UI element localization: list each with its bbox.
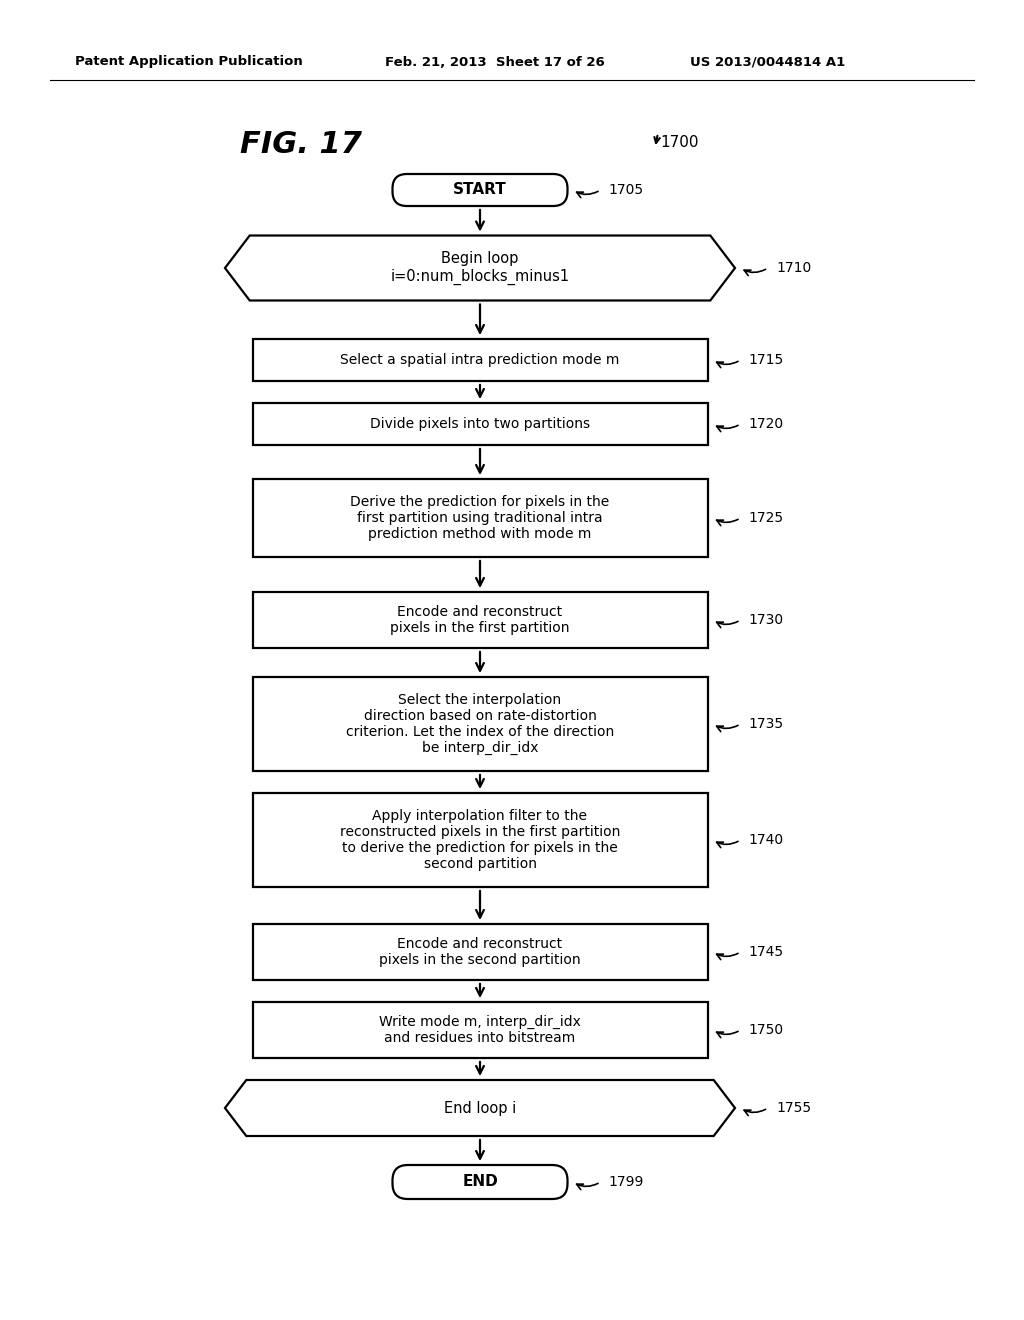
Text: 1730: 1730 <box>749 612 783 627</box>
Text: 1750: 1750 <box>749 1023 783 1038</box>
Text: US 2013/0044814 A1: US 2013/0044814 A1 <box>690 55 845 69</box>
Text: Select the interpolation
direction based on rate-distortion
criterion. Let the i: Select the interpolation direction based… <box>346 693 614 755</box>
Text: Apply interpolation filter to the
reconstructed pixels in the first partition
to: Apply interpolation filter to the recons… <box>340 809 621 871</box>
Text: 1735: 1735 <box>749 717 783 731</box>
Text: 1745: 1745 <box>749 945 783 960</box>
Text: End loop i: End loop i <box>443 1101 516 1115</box>
Text: Begin loop
i=0:num_blocks_minus1: Begin loop i=0:num_blocks_minus1 <box>390 251 569 285</box>
Text: 1710: 1710 <box>776 261 811 275</box>
Text: 1725: 1725 <box>749 511 783 525</box>
Bar <box>253 677 708 771</box>
Bar <box>253 479 708 557</box>
Text: 1705: 1705 <box>608 183 644 197</box>
Text: 1700: 1700 <box>660 135 698 150</box>
Bar <box>253 793 708 887</box>
Text: Write mode m, interp_dir_idx
and residues into bitstream: Write mode m, interp_dir_idx and residue… <box>379 1015 581 1045</box>
Text: Divide pixels into two partitions: Divide pixels into two partitions <box>370 417 590 432</box>
Text: FIG. 17: FIG. 17 <box>240 129 362 158</box>
Text: 1715: 1715 <box>749 352 783 367</box>
Bar <box>253 403 708 445</box>
Text: Feb. 21, 2013  Sheet 17 of 26: Feb. 21, 2013 Sheet 17 of 26 <box>385 55 605 69</box>
Text: END: END <box>462 1175 498 1189</box>
Bar <box>253 1002 708 1059</box>
Text: 1799: 1799 <box>608 1175 644 1189</box>
Text: 1740: 1740 <box>749 833 783 847</box>
Text: Encode and reconstruct
pixels in the first partition: Encode and reconstruct pixels in the fir… <box>390 605 569 635</box>
Text: Encode and reconstruct
pixels in the second partition: Encode and reconstruct pixels in the sec… <box>379 937 581 968</box>
Bar <box>253 924 708 979</box>
Text: START: START <box>454 182 507 198</box>
Bar <box>253 591 708 648</box>
Text: Select a spatial intra prediction mode m: Select a spatial intra prediction mode m <box>340 352 620 367</box>
Text: Patent Application Publication: Patent Application Publication <box>75 55 303 69</box>
Text: 1755: 1755 <box>776 1101 811 1115</box>
Bar <box>253 339 708 381</box>
Text: 1720: 1720 <box>749 417 783 432</box>
Text: Derive the prediction for pixels in the
first partition using traditional intra
: Derive the prediction for pixels in the … <box>350 495 609 541</box>
